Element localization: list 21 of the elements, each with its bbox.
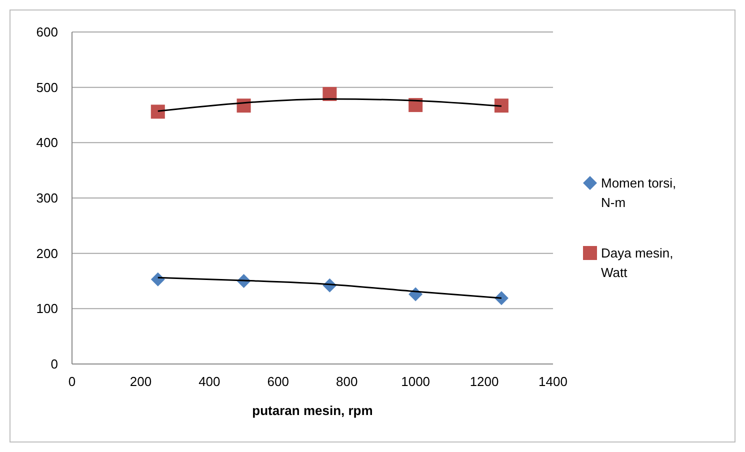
- x-tick-label: 1200: [470, 374, 499, 389]
- point: [150, 104, 165, 119]
- y-tick-label: 200: [36, 246, 58, 261]
- y-tick-label: 400: [36, 135, 58, 150]
- x-tick-label: 1400: [538, 374, 568, 389]
- legend-label: Momen torsi, N-m: [601, 176, 676, 210]
- y-tick-label: 0: [50, 356, 58, 372]
- point: [150, 272, 165, 286]
- x-tick-label: 800: [336, 374, 358, 389]
- x-tick-label: 0: [68, 374, 76, 389]
- legend-label: Daya mesin, Watt: [601, 246, 674, 280]
- y-tick-label: 500: [36, 80, 58, 95]
- y-tick-label: 600: [36, 24, 58, 40]
- point: [494, 98, 508, 113]
- y-tick-label: 300: [36, 190, 58, 206]
- x-tick-label: 600: [267, 374, 289, 389]
- x-tick-label: 400: [198, 374, 220, 389]
- x-tick-label: 1000: [401, 374, 430, 389]
- x-axis-title: putaran mesin, rpm: [252, 403, 373, 418]
- x-tick-label: 200: [130, 374, 152, 389]
- y-tick-label: 100: [36, 301, 58, 316]
